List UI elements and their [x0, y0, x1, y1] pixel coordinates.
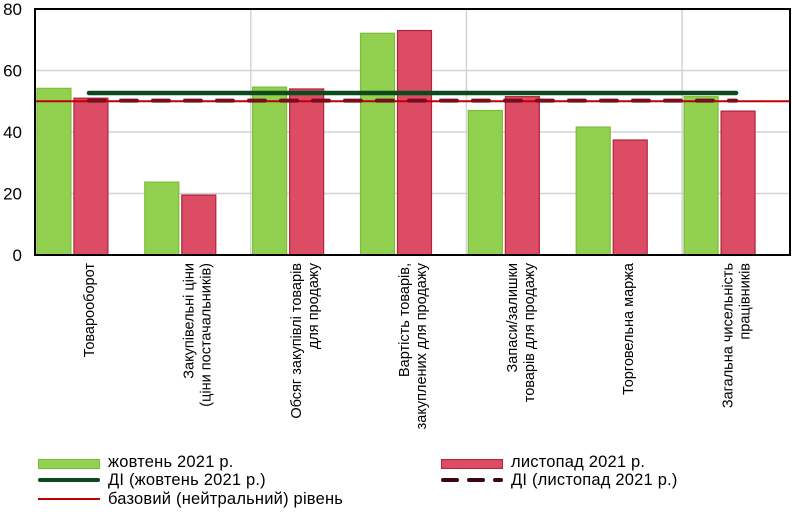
bar-november: [504, 96, 540, 256]
bar-november: [73, 97, 109, 256]
legend-item-di-october: ДІ (жовтень 2021 р.): [38, 470, 266, 490]
legend-label: базовий (нейтральний) рівень: [108, 489, 344, 508]
bar-november: [720, 110, 756, 256]
legend-swatch-green-line: [38, 472, 100, 488]
legend-item-neutral-level: базовий (нейтральний) рівень: [38, 489, 343, 509]
bar-october: [144, 181, 180, 256]
category-label: працівників: [738, 263, 754, 340]
legend-label: ДІ (жовтень 2021 р.): [108, 470, 266, 489]
legend-item-october: жовтень 2021 р.: [38, 452, 234, 472]
category-label: закуплених для продажу: [414, 262, 430, 429]
bar-november: [396, 29, 433, 256]
bar-october: [36, 87, 72, 256]
y-tick-label: 20: [3, 185, 22, 204]
bar-november: [612, 139, 648, 256]
bar-november: [181, 194, 217, 256]
legend-item-di-november: ДІ (листопад 2021 р.): [441, 470, 678, 490]
category-label: для продажу: [306, 262, 322, 349]
legend: жовтень 2021 р. листопад 2021 р. ДІ (жов…: [0, 452, 792, 512]
category-labels: Товарооборот Закупівельні ціни (ціни поста…: [82, 262, 754, 429]
legend-swatch-green-bar: [38, 458, 100, 469]
category-label: Вартість товарів,: [397, 263, 413, 377]
legend-item-november: листопад 2021 р.: [441, 452, 645, 472]
y-tick-label: 80: [3, 0, 22, 19]
category-label: Закупівельні ціни: [181, 263, 197, 379]
plot-border: [34, 8, 791, 256]
category-label: товарів для продажу: [522, 262, 538, 402]
bar-october: [252, 86, 288, 256]
y-tick-label: 40: [3, 123, 22, 142]
bar-october: [575, 126, 611, 256]
legend-label: листопад 2021 р.: [511, 452, 646, 471]
bars: [36, 29, 756, 256]
category-label: Товарооборот: [82, 263, 98, 358]
y-axis-ticks: 0 20 40 60 80: [3, 0, 22, 265]
bar-chart: 0 20 40 60 80 Товарооборот Закупівельні ціни(…: [3, 0, 791, 429]
legend-swatch-dashed-line: [441, 472, 503, 488]
legend-swatch-red-bar: [441, 458, 503, 469]
legend-label: жовтень 2021 р.: [108, 452, 234, 471]
category-label: Запаси/залишки: [505, 263, 521, 372]
bar-october: [359, 32, 396, 256]
y-tick-label: 60: [3, 62, 22, 81]
category-label: Загальна чисельність: [721, 263, 737, 408]
legend-swatch-red-line: [38, 491, 100, 507]
y-tick-label: 0: [13, 246, 22, 265]
category-label: Торговельна маржа: [621, 262, 637, 395]
reference-lines: [35, 90, 790, 103]
bar-october: [467, 109, 503, 256]
bar-november: [289, 88, 325, 256]
bar-october: [683, 96, 719, 256]
category-label: (ціни постачальників): [198, 263, 214, 407]
plot-frame: [34, 8, 791, 256]
category-label: Обсяг закупівлі товарів: [289, 263, 305, 419]
legend-label: ДІ (листопад 2021 р.): [511, 470, 678, 489]
